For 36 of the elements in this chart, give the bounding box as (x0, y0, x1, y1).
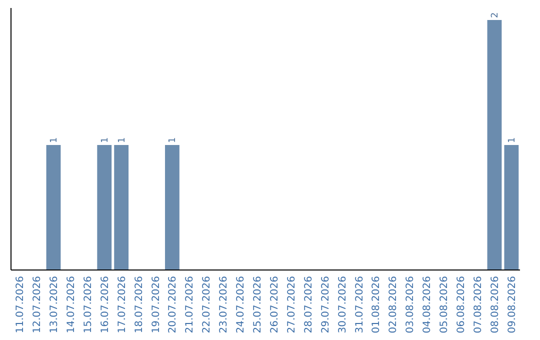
x-tick-label: 14.07.2026 (66, 276, 77, 334)
x-tick-label: 31.07.2026 (354, 276, 366, 334)
x-tick-label: 24.07.2026 (236, 276, 247, 334)
x-tick-label: 20.07.2026 (168, 276, 179, 334)
data-label: 1 (507, 137, 518, 143)
x-tick-label: 08.08.2026 (490, 276, 501, 334)
x-tick-label: 21.07.2026 (184, 276, 196, 334)
x-tick-label: 25.07.2026 (252, 276, 264, 334)
x-tick-label: 01.08.2026 (371, 276, 382, 334)
x-tick-label: 26.07.2026 (269, 276, 280, 334)
data-label: 1 (100, 137, 110, 143)
x-tick-label: 02.08.2026 (388, 276, 400, 334)
data-label: 1 (49, 137, 60, 143)
x-tick-label: 05.08.2026 (439, 276, 450, 334)
x-tick-label: 03.08.2026 (405, 276, 416, 334)
x-tick-label: 13.07.2026 (48, 276, 60, 334)
data-label: 2 (490, 12, 500, 18)
x-tick-label: 18.07.2026 (134, 276, 145, 334)
data-label: 1 (168, 137, 178, 143)
x-tick-label: 19.07.2026 (150, 276, 162, 334)
x-tick-label: 17.07.2026 (116, 276, 128, 334)
x-tick-label: 11.07.2026 (15, 276, 26, 334)
x-tick-label: 07.08.2026 (473, 276, 484, 334)
x-tick-label: 12.07.2026 (32, 276, 44, 334)
x-tick-label: 29.07.2026 (320, 276, 332, 334)
x-tick-label: 06.08.2026 (456, 276, 468, 334)
x-tick-label: 27.07.2026 (286, 276, 298, 334)
x-tick-label: 30.07.2026 (337, 276, 348, 334)
data-label: 1 (117, 137, 128, 143)
x-tick-label: 28.07.2026 (303, 276, 314, 334)
x-tick-label: 16.07.2026 (100, 276, 111, 334)
x-tick-label: 04.08.2026 (422, 276, 434, 334)
x-tick-label: 09.08.2026 (506, 276, 518, 334)
x-tick-label: 23.07.2026 (218, 276, 230, 334)
x-tick-label: 15.07.2026 (82, 276, 94, 334)
x-tick-label: 22.07.2026 (202, 276, 213, 334)
